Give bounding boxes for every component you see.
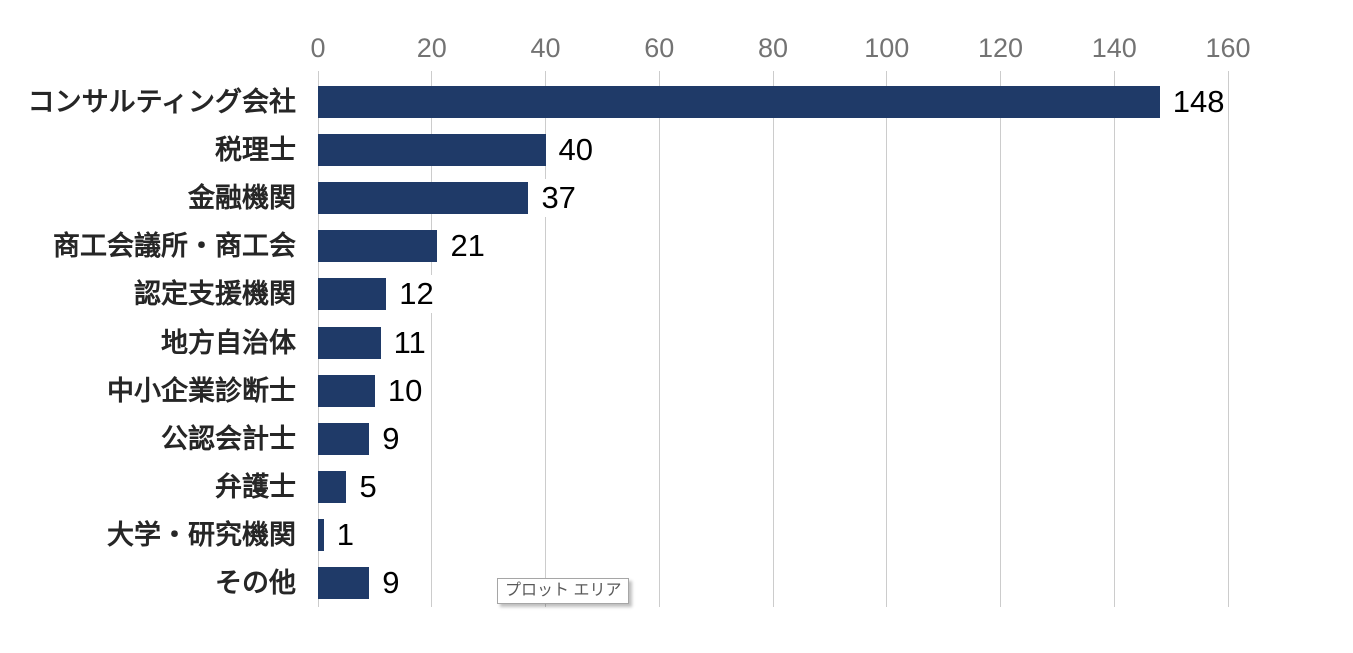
gridline <box>658 71 660 607</box>
gridline <box>1113 71 1115 607</box>
category-label: 地方自治体 <box>161 327 296 358</box>
bar[interactable] <box>318 278 387 311</box>
category-label: 中小企業診断士 <box>107 375 296 406</box>
x-axis-tick-label: 120 <box>977 33 1024 63</box>
data-label: 40 <box>554 131 597 170</box>
category-label: 認定支援機関 <box>134 279 296 310</box>
x-axis-tick-label: 100 <box>864 33 910 63</box>
bar[interactable] <box>318 374 375 407</box>
data-label: 37 <box>537 179 580 218</box>
bar[interactable] <box>318 470 347 503</box>
data-label: 10 <box>383 371 427 410</box>
category-label: コンサルティング会社 <box>27 87 296 118</box>
gridline <box>545 71 546 607</box>
bar[interactable] <box>318 134 546 167</box>
category-label: 金融機関 <box>188 183 296 214</box>
data-label: 5 <box>355 467 381 506</box>
data-label: 1 <box>332 515 358 554</box>
x-axis-tick-label: 140 <box>1091 33 1137 63</box>
x-axis-tick-label: 60 <box>644 33 675 63</box>
data-label: 9 <box>378 563 404 602</box>
category-label: 商工会議所・商工会 <box>53 231 296 262</box>
data-label: 21 <box>446 227 489 266</box>
bar[interactable] <box>318 518 324 551</box>
bar[interactable] <box>318 182 529 215</box>
data-label: 11 <box>389 323 430 362</box>
gridline <box>772 71 774 607</box>
gridline <box>1000 71 1001 607</box>
category-label: 税理士 <box>215 135 296 166</box>
x-axis-tick-label: 80 <box>757 33 789 63</box>
data-label: 12 <box>395 275 438 314</box>
category-label: 弁護士 <box>215 471 296 502</box>
bar[interactable] <box>318 422 370 455</box>
x-axis-tick-label: 40 <box>530 33 561 63</box>
bar[interactable] <box>318 326 381 359</box>
data-label: 148 <box>1168 83 1229 122</box>
category-label: 大学・研究機関 <box>107 519 296 550</box>
bar[interactable] <box>318 86 1160 119</box>
data-label: 9 <box>378 419 404 458</box>
bar[interactable] <box>318 230 438 263</box>
bar[interactable] <box>318 566 370 599</box>
gridline <box>886 71 888 607</box>
category-label: 公認会計士 <box>161 423 296 454</box>
plot-area-tooltip: プロット エリア <box>497 578 630 604</box>
gridline <box>431 71 433 607</box>
category-label: その他 <box>215 567 296 598</box>
gridline <box>1227 71 1229 607</box>
x-axis-tick-label: 0 <box>310 33 326 63</box>
x-axis-tick-label: 160 <box>1205 33 1251 63</box>
x-axis-tick-label: 20 <box>416 33 447 63</box>
